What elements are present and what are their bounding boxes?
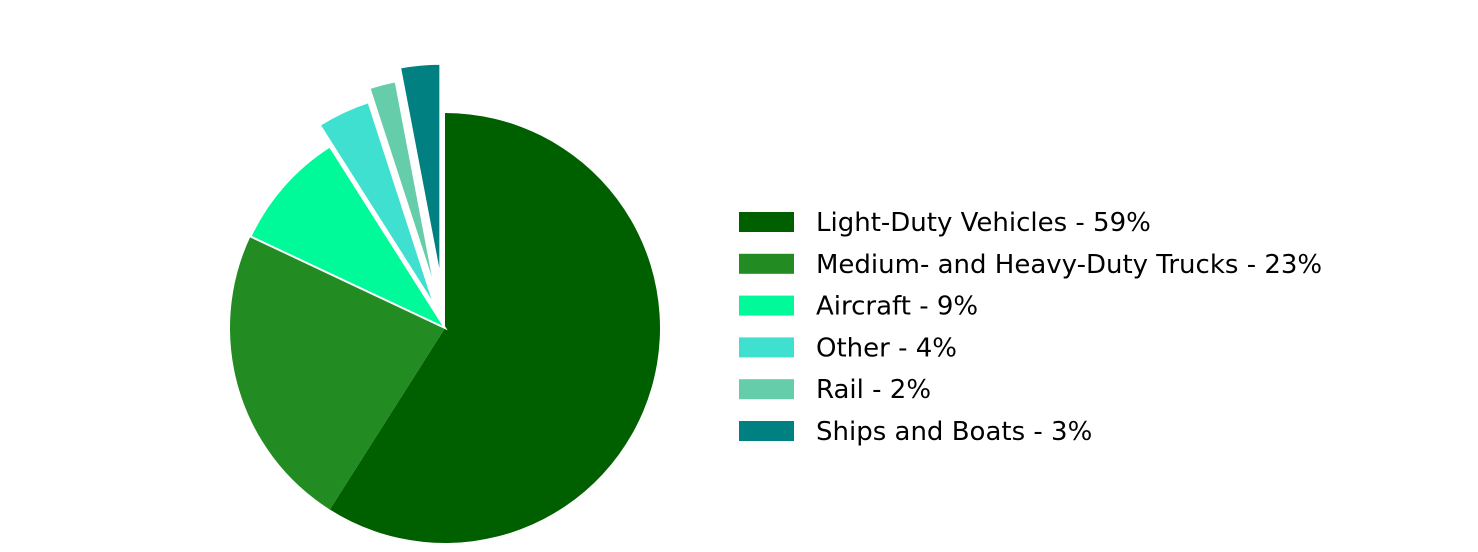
pie-slice-5 bbox=[398, 62, 442, 279]
legend-label-5: Ships and Boats - 3% bbox=[816, 417, 1092, 447]
legend-label-3: Other - 4% bbox=[816, 333, 957, 363]
legend-swatch-1 bbox=[739, 253, 794, 274]
pie-slices bbox=[229, 62, 661, 543]
legend-swatch-0 bbox=[739, 212, 794, 232]
legend-label-1: Medium- and Heavy-Duty Trucks - 23% bbox=[816, 250, 1322, 280]
legend-label-0: Light-Duty Vehicles - 59% bbox=[816, 208, 1151, 238]
pie-slice-1 bbox=[229, 236, 445, 510]
legend-swatch-5 bbox=[739, 421, 794, 441]
pie-slice-2 bbox=[249, 145, 448, 331]
legend-swatch-3 bbox=[739, 337, 794, 358]
legend-label-4: Rail - 2% bbox=[816, 375, 931, 405]
legend-swatch-4 bbox=[739, 379, 794, 400]
legend: Light-Duty Vehicles - 59% Medium- and Hea… bbox=[739, 208, 1322, 447]
pie-slice-3 bbox=[318, 100, 436, 308]
legend-swatch-2 bbox=[739, 295, 794, 316]
pie-slice-0 bbox=[329, 113, 661, 543]
legend-label-2: Aircraft - 9% bbox=[816, 292, 978, 322]
pie-slice-4 bbox=[368, 80, 437, 293]
